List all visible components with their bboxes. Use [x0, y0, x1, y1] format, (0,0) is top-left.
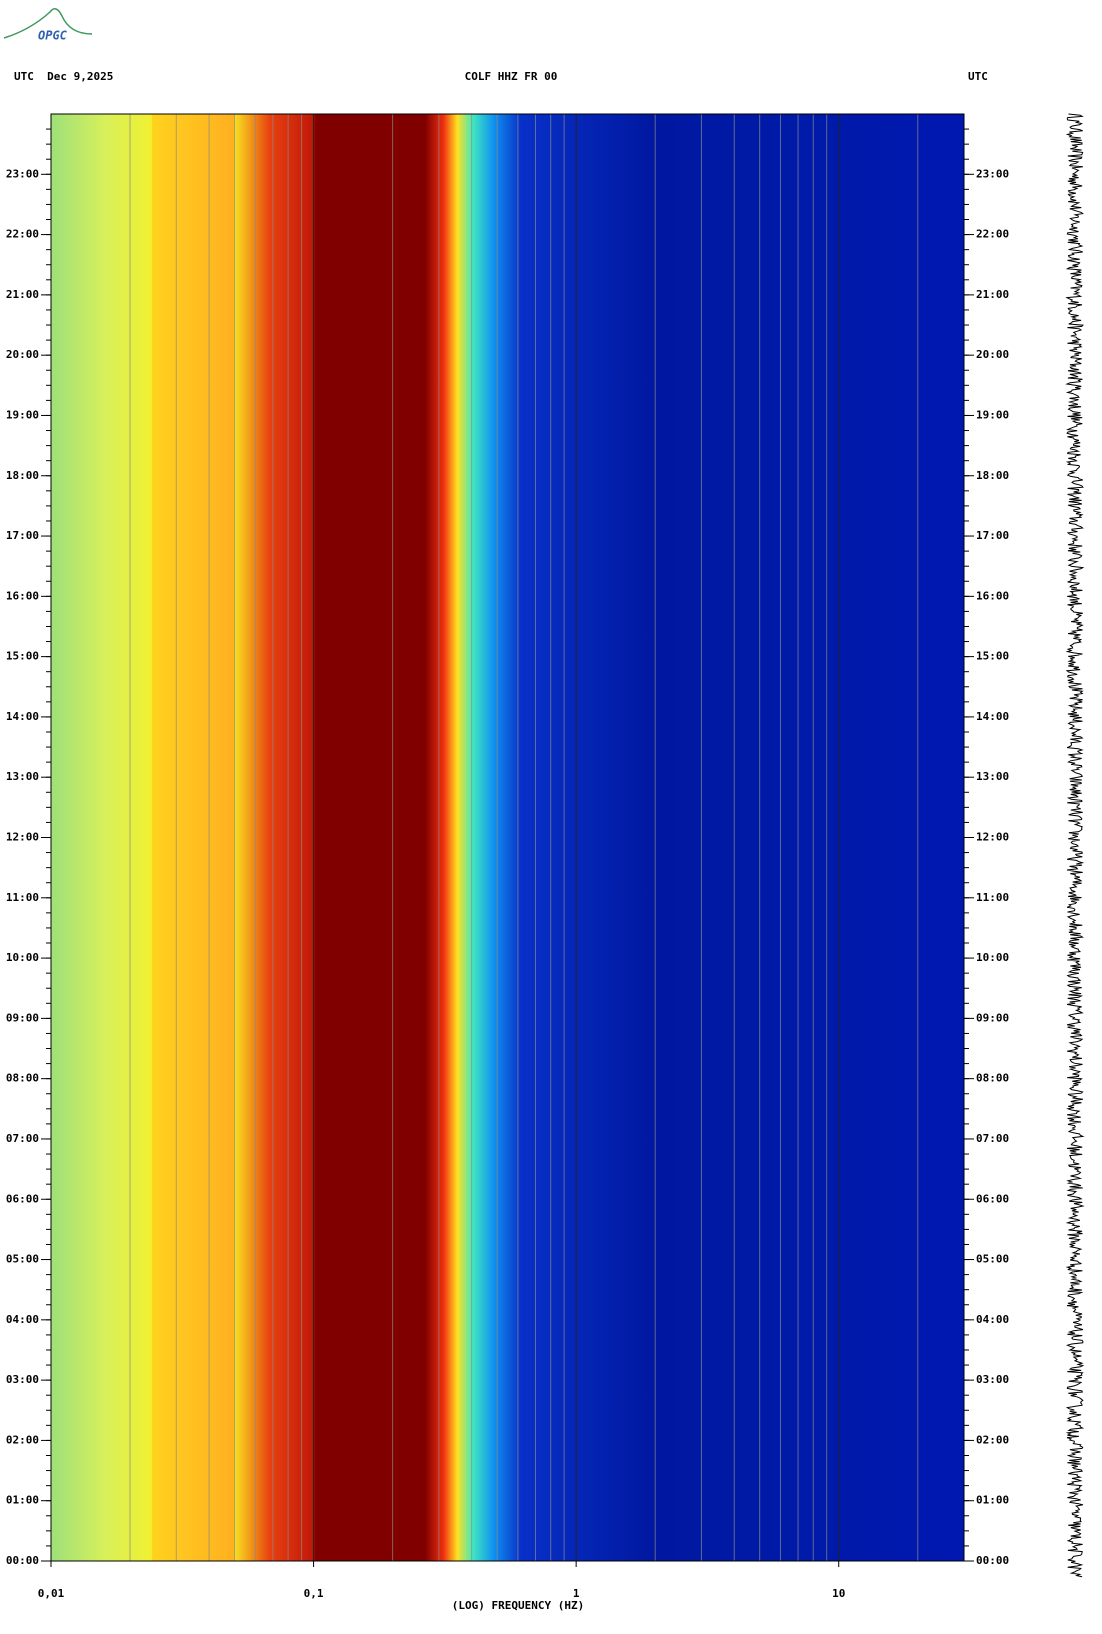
y-tick-label: 04:00	[6, 1313, 39, 1326]
logo: OPGC	[3, 8, 93, 43]
y-tick-label: 17:00	[6, 529, 39, 542]
y-tick-label: 21:00	[976, 288, 1009, 301]
y-tick-label: 16:00	[6, 589, 39, 602]
y-tick-label: 21:00	[6, 288, 39, 301]
y-tick-label: 05:00	[976, 1253, 1009, 1266]
x-axis-label: (LOG) FREQUENCY (HZ)	[452, 1599, 584, 1612]
y-tick-label: 03:00	[6, 1373, 39, 1386]
y-tick-label: 07:00	[6, 1132, 39, 1145]
y-tick-label: 09:00	[976, 1011, 1009, 1024]
y-tick-label: 18:00	[6, 469, 39, 482]
y-tick-label: 20:00	[6, 348, 39, 361]
y-tick-label: 22:00	[6, 228, 39, 241]
y-tick-label: 22:00	[976, 228, 1009, 241]
header-left: UTC Dec 9,2025	[14, 70, 113, 83]
x-tick-label: 0,1	[304, 1587, 324, 1600]
trace-line	[1065, 113, 1085, 1578]
y-tick-label: 23:00	[6, 167, 39, 180]
y-tick-label: 07:00	[976, 1132, 1009, 1145]
y-tick-label: 01:00	[6, 1494, 39, 1507]
y-tick-label: 16:00	[976, 589, 1009, 602]
y-tick-label: 14:00	[976, 710, 1009, 723]
y-tick-label: 19:00	[6, 408, 39, 421]
y-tick-label: 02:00	[6, 1433, 39, 1446]
y-tick-label: 05:00	[6, 1253, 39, 1266]
x-tick-label: 10	[832, 1587, 845, 1600]
y-tick-label: 02:00	[976, 1433, 1009, 1446]
y-tick-label: 08:00	[6, 1072, 39, 1085]
header-center: COLF HHZ FR 00	[465, 70, 558, 83]
y-tick-label: 15:00	[6, 650, 39, 663]
y-tick-label: 01:00	[976, 1494, 1009, 1507]
x-tick-label: 1	[573, 1587, 580, 1600]
y-tick-label: 03:00	[976, 1373, 1009, 1386]
y-tick-label: 14:00	[6, 710, 39, 723]
y-tick-label: 17:00	[976, 529, 1009, 542]
y-tick-label: 10:00	[976, 951, 1009, 964]
y-tick-label: 20:00	[976, 348, 1009, 361]
y-tick-label: 06:00	[6, 1192, 39, 1205]
y-tick-label: 13:00	[976, 770, 1009, 783]
y-tick-label: 00:00	[6, 1554, 39, 1567]
seismic-trace	[1065, 113, 1085, 1578]
y-tick-label: 10:00	[6, 951, 39, 964]
y-tick-label: 04:00	[976, 1313, 1009, 1326]
y-tick-label: 12:00	[6, 831, 39, 844]
y-tick-label: 15:00	[976, 650, 1009, 663]
y-tick-label: 00:00	[976, 1554, 1009, 1567]
y-tick-label: 23:00	[976, 167, 1009, 180]
y-tick-label: 09:00	[6, 1011, 39, 1024]
spectrogram	[51, 114, 964, 1561]
y-tick-label: 11:00	[976, 891, 1009, 904]
logo-text: OPGC	[38, 29, 68, 43]
y-tick-label: 06:00	[976, 1192, 1009, 1205]
y-tick-label: 08:00	[976, 1072, 1009, 1085]
header-right: UTC	[968, 70, 988, 83]
y-tick-label: 18:00	[976, 469, 1009, 482]
y-tick-label: 13:00	[6, 770, 39, 783]
y-tick-label: 11:00	[6, 891, 39, 904]
y-tick-label: 19:00	[976, 408, 1009, 421]
plot-frame	[50, 113, 965, 1562]
y-tick-label: 12:00	[976, 831, 1009, 844]
x-tick-label: 0,01	[38, 1587, 65, 1600]
